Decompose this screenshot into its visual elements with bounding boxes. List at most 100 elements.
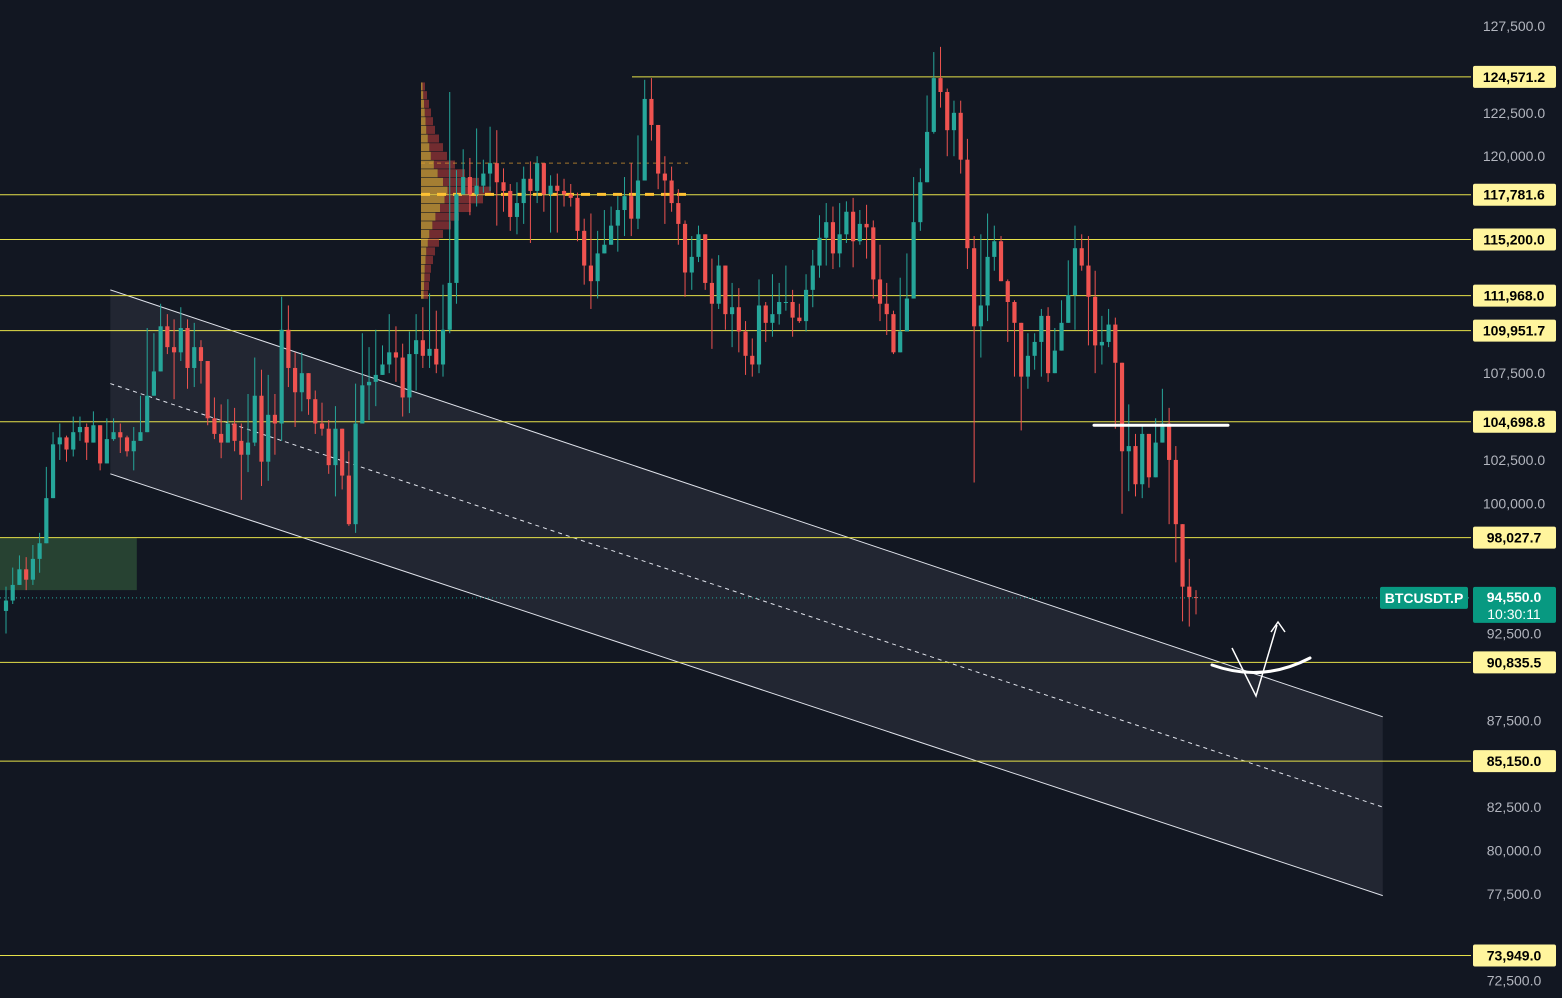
candle-body — [696, 234, 701, 257]
candle-down — [938, 46, 943, 108]
profile-bar-buy — [421, 82, 423, 91]
candle-up — [521, 166, 526, 224]
candle-body — [857, 223, 862, 242]
candle-body — [279, 329, 284, 424]
channel-upper-line[interactable] — [110, 289, 1383, 718]
candle-down — [891, 310, 896, 355]
candle-down — [588, 213, 593, 309]
candle-body — [588, 265, 593, 282]
profile-bar-buy — [421, 247, 427, 256]
candle-body — [797, 317, 802, 322]
level-price-tag: 104,698.8 — [1473, 410, 1556, 433]
candle-body — [514, 203, 520, 217]
candle-body — [373, 374, 378, 382]
candle-body — [662, 173, 667, 181]
axis-tick-label: 72,500.0 — [1487, 973, 1542, 989]
candle-body — [30, 558, 35, 580]
candle-body — [37, 543, 42, 559]
candle-body — [924, 131, 930, 183]
profile-bar-sell — [424, 99, 429, 108]
candle-up — [951, 100, 957, 157]
candle-body — [528, 178, 533, 191]
candle-up — [440, 284, 446, 377]
axis-tick-label: 107,500.0 — [1483, 365, 1545, 381]
candle-body — [185, 328, 190, 368]
candle-body — [1072, 248, 1078, 296]
candle-down — [1079, 234, 1084, 271]
candle-down — [669, 166, 674, 212]
candle-body — [198, 347, 204, 362]
price-axis-background — [1471, 0, 1562, 998]
profile-bar-sell — [430, 151, 447, 160]
candle-down — [84, 423, 89, 460]
candle-down — [830, 206, 836, 270]
horizontal-levels[interactable] — [0, 76, 1471, 956]
candle-up — [145, 328, 150, 433]
candle-down — [64, 435, 69, 462]
candle-body — [77, 426, 83, 433]
candle-down — [346, 451, 351, 526]
candle-body — [393, 352, 399, 358]
candle-body — [306, 373, 311, 400]
profile-bar-buy — [421, 238, 428, 247]
candle-body — [1140, 433, 1145, 485]
level-price-tag: 73,949.0 — [1473, 944, 1556, 967]
candle-down — [98, 425, 103, 471]
candle-body — [709, 282, 715, 304]
candle-body — [440, 329, 446, 365]
candle-down — [205, 361, 210, 426]
candle-body — [245, 442, 251, 455]
axis-tick-label: 82,500.0 — [1487, 799, 1542, 815]
candle-body — [730, 307, 735, 315]
candle-down — [958, 100, 963, 174]
candle-body — [817, 237, 822, 266]
candle-body — [1025, 355, 1031, 377]
profile-bar-buy — [421, 134, 428, 143]
candle-down — [736, 288, 741, 353]
candle-up — [192, 322, 197, 388]
candle-body — [1187, 586, 1192, 598]
level-tag-box — [1473, 526, 1556, 549]
regression-channel[interactable] — [110, 289, 1383, 897]
candle-up — [104, 418, 109, 464]
level-tag-text: 90,835.5 — [1487, 654, 1542, 670]
candle-down — [24, 557, 29, 591]
level-tag-box — [1473, 284, 1556, 307]
candle-body — [71, 432, 76, 450]
candle-body — [945, 91, 950, 131]
channel-lower-line[interactable] — [110, 473, 1383, 897]
candle-up — [44, 466, 49, 544]
candle-down — [272, 393, 278, 455]
candle-body — [205, 361, 210, 419]
level-tag-text: 109,951.7 — [1483, 323, 1545, 339]
candle-up — [824, 203, 829, 266]
candle-up — [777, 282, 782, 325]
candle-down — [467, 157, 472, 216]
candle-body — [602, 244, 607, 254]
candle-body — [763, 305, 768, 323]
candle-down — [682, 220, 688, 297]
candle-up — [1052, 328, 1057, 374]
candle-up — [622, 177, 627, 237]
candle-body — [501, 182, 506, 191]
candle-body — [1119, 362, 1125, 452]
candle-body — [575, 197, 580, 231]
candle-body — [219, 433, 224, 443]
candle-down — [340, 428, 345, 490]
candle-body — [151, 371, 156, 396]
level-tag-box — [1473, 944, 1556, 967]
candle-body — [1079, 248, 1084, 266]
profile-bar-buy — [421, 99, 425, 108]
candle-body — [824, 222, 829, 238]
candle-up — [158, 303, 163, 372]
level-tag-text: 117,781.6 — [1483, 187, 1545, 203]
candle-body — [972, 248, 977, 327]
candle-down — [1086, 236, 1091, 346]
candle-body — [447, 282, 452, 330]
profile-bar-sell — [424, 273, 430, 282]
candle-body — [783, 302, 788, 304]
candle-body — [239, 440, 244, 455]
candle-down — [259, 369, 264, 486]
price-axis[interactable]: 127,500.0 122,500.0 120,000.0 107,500.0 102,… — [1471, 0, 1562, 998]
